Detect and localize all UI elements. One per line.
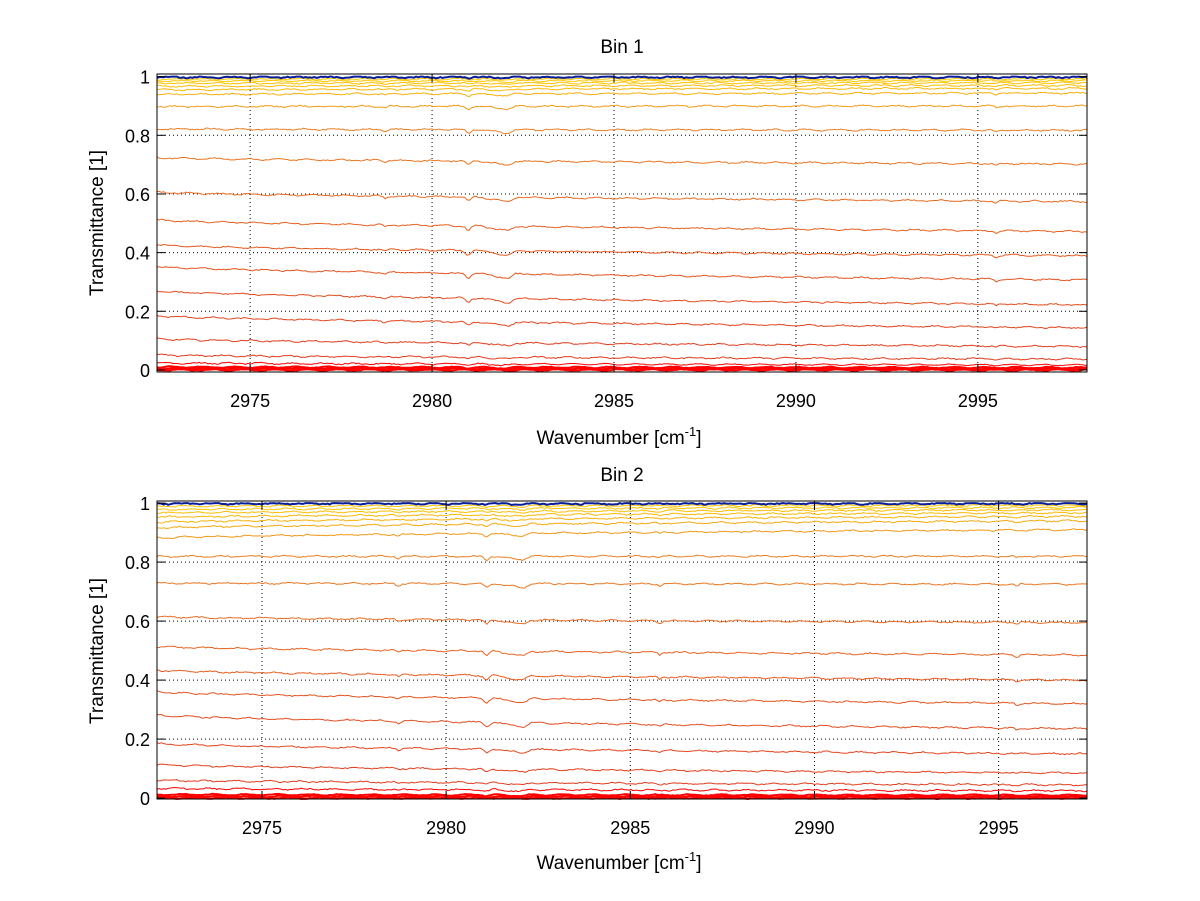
series-line-level-22 [156, 75, 1088, 80]
series-line-level-21 [156, 503, 1088, 509]
x-tick-label: 2985 [610, 818, 650, 838]
grid [157, 74, 1087, 372]
series-group [156, 502, 1088, 801]
series-line-level-13 [156, 581, 1088, 589]
y-tick-label: 0.8 [125, 553, 150, 573]
series-line-level-16 [156, 91, 1088, 98]
x-tick-label: 2990 [776, 391, 816, 411]
series-line-level-18 [156, 511, 1088, 518]
series-line-level-12 [156, 190, 1088, 204]
series-line-level-15 [157, 528, 1088, 540]
y-tick-label: 0.6 [125, 185, 150, 205]
series-line-level-05 [156, 779, 1088, 787]
x-tick-label: 2995 [958, 391, 998, 411]
x-axis-label-end: ] [696, 853, 701, 874]
y-tick-label: 1 [140, 68, 150, 88]
series-line-level-20 [156, 505, 1088, 512]
series-line-level-10 [156, 243, 1088, 259]
series-line-level-05 [156, 353, 1088, 361]
y-axis-label: Transmittance [1] [87, 578, 108, 724]
x-tick-label: 2990 [794, 818, 834, 838]
x-tick-label: 2980 [412, 391, 452, 411]
series-line-level-20 [156, 79, 1088, 84]
series-line-level-15 [156, 104, 1088, 111]
x-axis-label: Wavenumber [cm-1] [536, 424, 701, 449]
y-tick-label: 1 [140, 494, 150, 514]
series-line-level-11 [156, 218, 1088, 235]
y-tick-label: 0.2 [125, 730, 150, 750]
series-line-level-12 [156, 615, 1088, 626]
y-axis-label: Transmittance [1] [87, 150, 108, 296]
series-line-level-06 [156, 763, 1087, 775]
series-line-level-11 [156, 645, 1088, 658]
series-line-level-04 [157, 361, 1088, 367]
subplot-bin-1: Bin 1 Transmittance [1] Wavenumber [cm-1… [87, 37, 1088, 449]
grid [157, 501, 1087, 799]
series-line-level-09 [156, 690, 1088, 706]
y-tick-label: 0.4 [125, 671, 150, 691]
subplot-bin-2: Bin 2 Transmittance [1] Wavenumber [cm-1… [87, 465, 1088, 874]
series-line-level-17 [156, 86, 1088, 92]
series-line-level-03 [156, 365, 1088, 370]
series-line-level-06 [156, 337, 1087, 349]
series-line-level-04 [156, 786, 1088, 793]
y-tick-label: 0 [140, 361, 150, 381]
x-axis-label-main: Wavenumber [cm [536, 853, 684, 874]
series-line-level-22 [156, 502, 1088, 507]
series-line-level-19 [156, 508, 1088, 514]
y-tick-label: 0.4 [125, 244, 150, 264]
series-line-level-21 [156, 77, 1088, 81]
y-tick-label: 0.2 [125, 302, 150, 322]
x-axis-label: Wavenumber [cm-1] [536, 849, 701, 874]
x-tick-label: 2985 [594, 391, 634, 411]
series-line-level-08 [156, 713, 1088, 731]
series-line-level-07 [156, 314, 1088, 330]
series-line-level-16 [156, 519, 1088, 529]
series-line-level-02 [156, 794, 1088, 799]
series-line-level-07 [156, 742, 1087, 756]
series-line-level-17 [156, 514, 1087, 524]
x-axis-label-sup: -1 [685, 424, 697, 439]
series-line-level-19 [156, 81, 1088, 85]
series-group [156, 75, 1088, 372]
x-tick-label: 2995 [979, 818, 1019, 838]
series-line-level-18 [156, 83, 1088, 88]
x-axis-label-end: ] [696, 428, 701, 449]
axes-box [156, 73, 1088, 373]
series-line-level-01 [156, 796, 1088, 801]
x-axis-label-main: Wavenumber [cm [536, 428, 684, 449]
series-line-level-14 [157, 127, 1088, 135]
series-line-level-14 [156, 554, 1088, 562]
chart-title: Bin 2 [600, 465, 643, 486]
y-tick-label: 0.6 [125, 612, 150, 632]
series-line-level-03 [156, 792, 1088, 798]
y-tick-label: 0.8 [125, 126, 150, 146]
series-line-level-08 [156, 290, 1087, 307]
series-line-level-09 [156, 266, 1087, 283]
x-tick-label: 2975 [230, 391, 270, 411]
x-tick-label: 2980 [426, 818, 466, 838]
series-line-level-10 [156, 669, 1088, 683]
x-tick-label: 2975 [242, 818, 282, 838]
x-axis-label-sup: -1 [685, 849, 697, 864]
series-line-level-13 [156, 156, 1088, 166]
axes-box [156, 500, 1088, 800]
chart-title: Bin 1 [600, 37, 643, 58]
y-tick-label: 0 [140, 789, 150, 809]
